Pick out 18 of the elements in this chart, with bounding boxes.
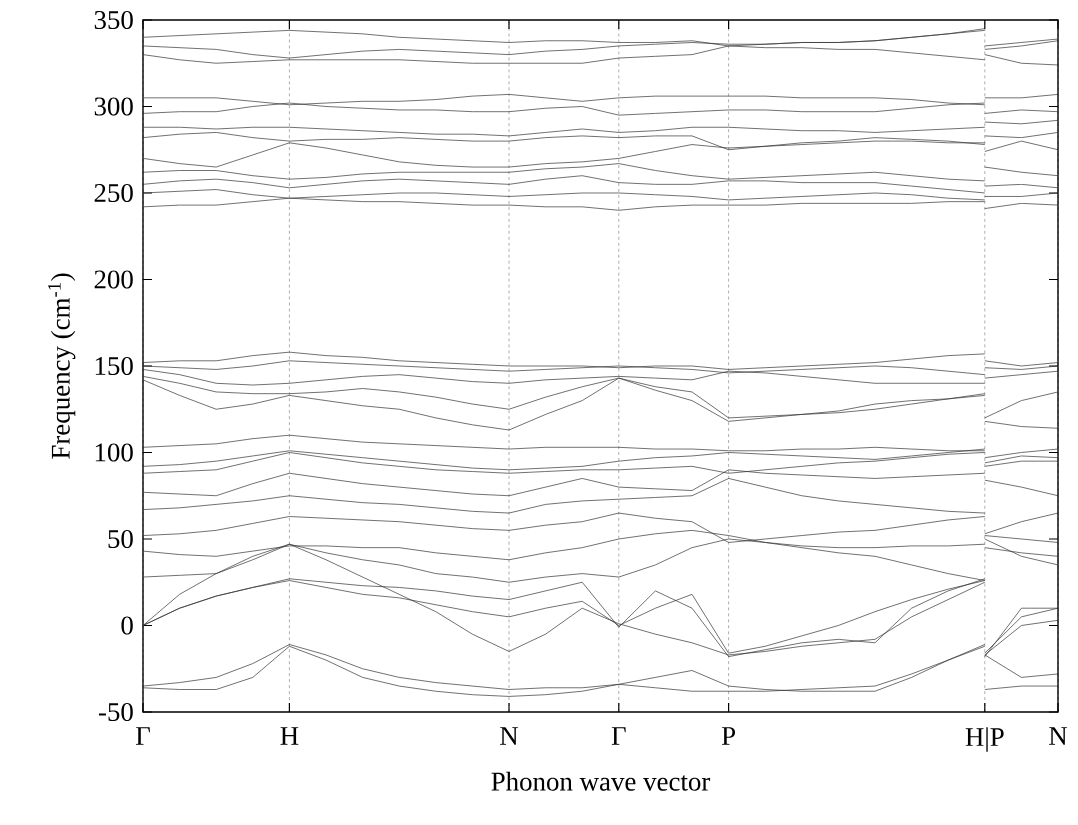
x-tick-label: N [500,727,519,745]
x-axis-title: Phonon wave vector [491,771,711,791]
x-tick-label: H|P [965,727,1004,752]
y-tick-label: 300 [94,97,133,116]
y-axis-title: Frequency (cm$^{-1}$) [48,273,76,459]
x-tick-label: N [1049,727,1068,745]
x-tick-label: P [721,727,736,745]
y-tick-label: 50 [108,529,133,549]
y-tick-label: 250 [94,183,133,203]
y-tick-label: 150 [95,356,133,376]
x-tick-label: Γ [611,727,626,745]
y-tick-label: 0 [121,616,133,635]
y-tick-label: 200 [94,270,133,289]
y-tick-label: 350 [94,10,133,30]
y-tick-label: 100 [95,443,133,462]
x-tick-label: Γ [136,727,150,745]
x-tick-label: H [280,727,299,745]
y-tick-label: -50 [98,702,133,722]
